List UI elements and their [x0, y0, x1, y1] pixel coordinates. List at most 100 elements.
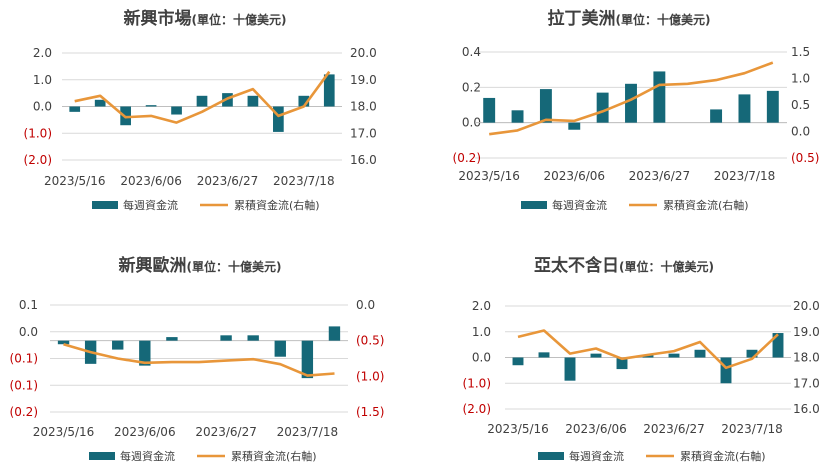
left-axis-tick-label: (2.0)	[24, 153, 52, 167]
right-axis-tick-label: 16.0	[793, 402, 820, 416]
left-axis-tick-label: (0.2)	[453, 151, 481, 165]
chart-title-main: 新興市場	[124, 8, 192, 29]
weekly-flow-bar	[69, 106, 81, 112]
left-axis-tick-label: (2.0)	[463, 402, 491, 416]
right-axis-tick-label: 0.5	[791, 98, 810, 112]
left-axis-tick-label: 0.4	[462, 45, 481, 59]
weekly-flow-bar	[112, 340, 124, 350]
legend-bar-swatch	[538, 452, 564, 460]
weekly-flow-bar	[301, 340, 314, 379]
weekly-flow-bar	[94, 99, 106, 107]
legend-bar-swatch	[521, 201, 547, 209]
weekly-flow-bar	[720, 357, 732, 384]
weekly-flow-bar	[539, 89, 552, 123]
right-axis-tick-label: (1.0)	[356, 369, 384, 383]
chart-title: 新興市場(單位：十億美元)	[124, 8, 287, 29]
right-axis-tick-label: 17.0	[350, 126, 377, 140]
x-axis-tick-label: 2023/6/06	[120, 174, 182, 188]
weekly-flow-bar	[766, 90, 779, 123]
x-axis-tick-label: 2023/5/16	[44, 174, 106, 188]
x-axis-tick-label: 2023/6/06	[114, 425, 176, 439]
weekly-flow-bar	[772, 333, 784, 358]
weekly-flow-bar	[57, 340, 70, 345]
x-axis-tick-label: 2023/7/18	[273, 174, 335, 188]
x-axis-tick-label: 2023/7/18	[721, 422, 783, 436]
left-axis-tick-label: 0.2	[462, 80, 481, 94]
left-axis-tick-label: 0.0	[33, 100, 52, 114]
legend-bar-label: 每週資金流	[552, 198, 607, 212]
weekly-flow-bar	[668, 353, 680, 358]
cumulative-flow-line	[63, 342, 335, 377]
right-axis-tick-label: (0.5)	[791, 151, 819, 165]
x-axis-tick-label: 2023/7/18	[277, 425, 339, 439]
legend-line-label: 累積資金流(右軸)	[234, 198, 320, 212]
weekly-flow-bar	[328, 326, 341, 341]
chart-title: 亞太不含日(單位：十億美元)	[534, 255, 714, 276]
left-axis-tick-label: 0.0	[19, 325, 38, 339]
chart-title-main: 新興歐洲	[119, 255, 187, 276]
x-axis-tick-label: 2023/7/18	[714, 169, 776, 183]
weekly-flow-bar	[568, 122, 581, 130]
x-axis-tick-label: 2023/6/27	[643, 422, 705, 436]
right-axis-tick-label: 18.0	[793, 351, 820, 365]
left-axis-tick-label: 2.0	[33, 46, 52, 60]
left-axis-tick-label: 0.0	[472, 351, 491, 365]
right-axis-tick-label: (0.5)	[356, 334, 384, 348]
weekly-flow-bar	[220, 335, 232, 341]
chart-latin-america: 拉丁美洲(單位：十億美元) 0.4 0.2 0.0 (0.2) 1.5 1.0 0.5 0.0 (…	[453, 8, 820, 212]
cumulative-flow-line	[74, 70, 331, 124]
weekly-flow-bar	[139, 340, 151, 366]
right-axis-tick-label: 0.0	[356, 298, 375, 312]
right-axis-tick-label: 19.0	[793, 325, 820, 339]
weekly-flow-bar	[710, 109, 723, 123]
weekly-flow-bar	[653, 71, 666, 123]
weekly-flow-bar	[145, 105, 157, 107]
right-axis-tick-label: 20.0	[350, 46, 377, 60]
weekly-flow-bar	[616, 357, 628, 370]
left-axis-tick-label: (0.2)	[10, 405, 38, 419]
right-axis-tick-label: 0.0	[791, 125, 810, 139]
chart-title: 拉丁美洲(單位：十億美元)	[548, 8, 711, 29]
right-axis-tick-label: (1.5)	[356, 405, 384, 419]
left-axis-tick-label: 1.0	[472, 325, 491, 339]
left-axis-tick-label: 1.0	[33, 73, 52, 87]
chart-title-unit: (單位：十億美元)	[187, 259, 282, 274]
x-axis-tick-label: 2023/5/16	[487, 422, 549, 436]
legend-line-label: 累積資金流(右軸)	[663, 198, 749, 212]
legend-bar-swatch	[89, 452, 115, 460]
left-axis-tick-label: 2.0	[472, 299, 491, 313]
left-axis-tick-label: (1.0)	[463, 376, 491, 390]
right-axis-tick-label: 17.0	[793, 376, 820, 390]
weekly-flow-bar	[511, 110, 524, 123]
weekly-flow-bar	[247, 335, 259, 341]
weekly-flow-bar	[247, 95, 259, 107]
left-axis-tick-label: (1.0)	[24, 126, 52, 140]
weekly-flow-bar	[694, 349, 706, 358]
cumulative-flow-line	[517, 329, 779, 370]
legend-bar-label: 每週資金流	[123, 198, 178, 212]
x-axis-tick-label: 2023/6/27	[197, 174, 259, 188]
x-axis-tick-label: 2023/5/16	[33, 425, 95, 439]
weekly-flow-bar	[298, 95, 310, 107]
cumulative-flow-line	[489, 61, 774, 136]
right-axis-tick-label: 18.0	[350, 100, 377, 114]
weekly-flow-bar	[738, 94, 751, 123]
x-axis-tick-label: 2023/6/27	[629, 169, 691, 183]
weekly-flow-bar	[483, 97, 496, 123]
left-axis-tick-label: (0.1)	[10, 352, 38, 366]
chart-emerging-markets: 新興市場(單位：十億美元) 2.0 1.0 0.0 (1.0) (2.0) 20.0 19.0…	[24, 8, 377, 212]
legend-bar-label: 每週資金流	[120, 449, 175, 463]
weekly-flow-bar	[273, 106, 284, 132]
left-axis-tick-label: (0.1)	[10, 378, 38, 392]
weekly-flow-bar	[196, 95, 208, 107]
x-axis-tick-label: 2023/6/27	[195, 425, 257, 439]
right-axis-tick-label: 1.5	[791, 45, 810, 59]
weekly-flow-bar	[746, 349, 758, 358]
chart-emerging-europe: 新興歐洲(單位：十億美元) 0.1 0.0 (0.1) (0.1) (0.2) 0.0 (0.…	[10, 255, 385, 463]
weekly-flow-bar	[625, 83, 637, 123]
chart-title-unit: (單位：十億美元)	[619, 259, 714, 274]
weekly-flow-bar	[512, 357, 524, 366]
right-axis-tick-label: 1.0	[791, 72, 810, 86]
chart-title-main: 拉丁美洲	[548, 8, 616, 29]
